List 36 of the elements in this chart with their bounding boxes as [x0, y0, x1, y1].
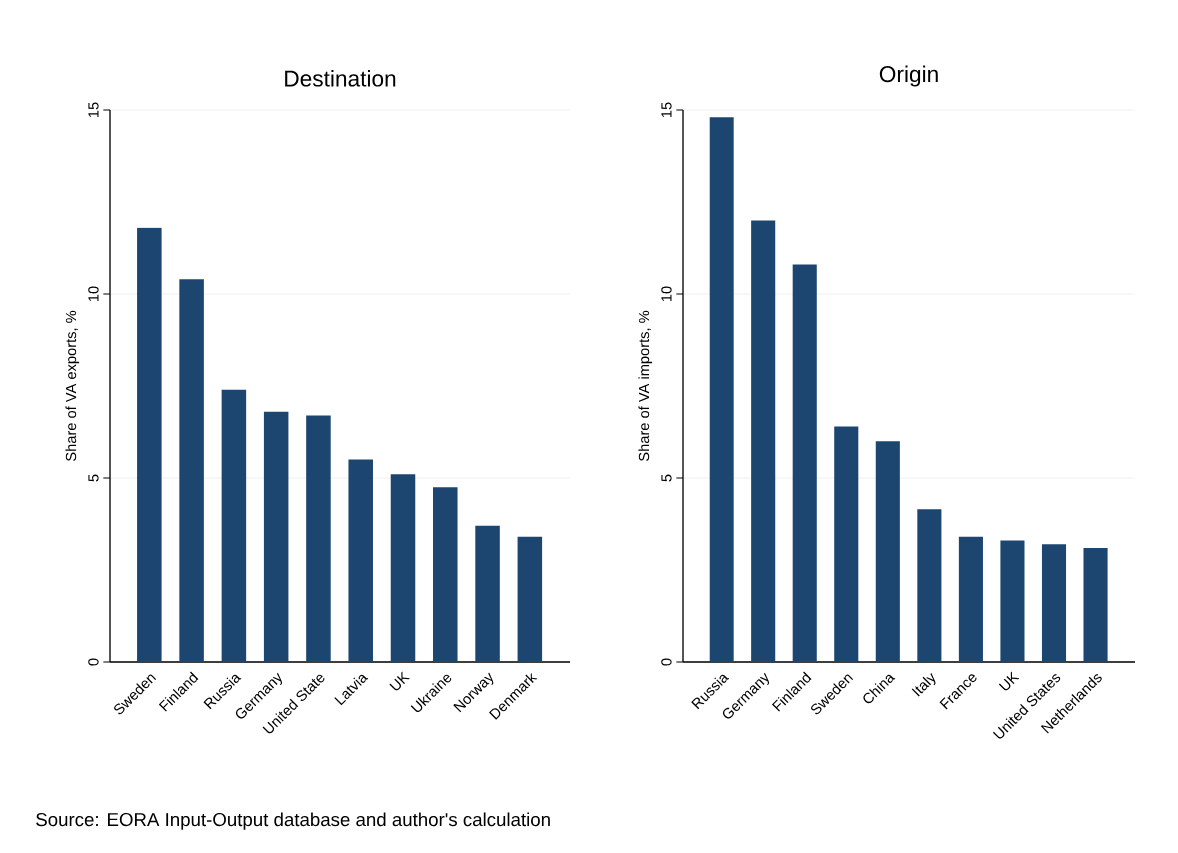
- y-tick-label: 10: [661, 286, 672, 302]
- y-tick-label: 15: [88, 102, 99, 118]
- bar: [1083, 547, 1108, 662]
- y-tick-label: 5: [88, 474, 99, 482]
- bar: [475, 525, 500, 662]
- bar: [433, 487, 458, 662]
- y-axis-title: Share of VA imports, %: [638, 310, 653, 461]
- bar: [179, 279, 204, 662]
- y-tick-label: 0: [661, 658, 672, 666]
- y-tick-label: 0: [88, 658, 99, 666]
- bar: [221, 389, 247, 662]
- bar: [306, 415, 331, 662]
- bar: [709, 117, 734, 662]
- bar: [958, 536, 983, 662]
- y-axis-title: Share of VA exports, %: [65, 310, 80, 461]
- bar: [1041, 544, 1067, 662]
- y-tick-label: 5: [661, 474, 672, 482]
- source-note: Source: EORA Input-Output database and author's calculation: [36, 812, 550, 830]
- chart-title: Destination: [285, 69, 396, 87]
- y-tick-label: 10: [88, 286, 99, 302]
- x-tick-label: UK: [389, 671, 411, 691]
- bar: [1000, 540, 1025, 662]
- x-tick-label: UK: [998, 671, 1020, 691]
- bar: [751, 220, 776, 662]
- chart-title: Origin: [879, 65, 938, 87]
- bar: [348, 459, 373, 662]
- bar: [917, 509, 942, 662]
- bar: [390, 474, 416, 662]
- bar: [517, 536, 543, 662]
- bar: [137, 227, 162, 662]
- bar: [792, 264, 817, 662]
- bar: [834, 426, 859, 662]
- y-tick-label: 15: [661, 102, 672, 118]
- x-tick-label: Italy: [911, 672, 936, 697]
- bar: [263, 411, 289, 662]
- bar: [875, 441, 900, 662]
